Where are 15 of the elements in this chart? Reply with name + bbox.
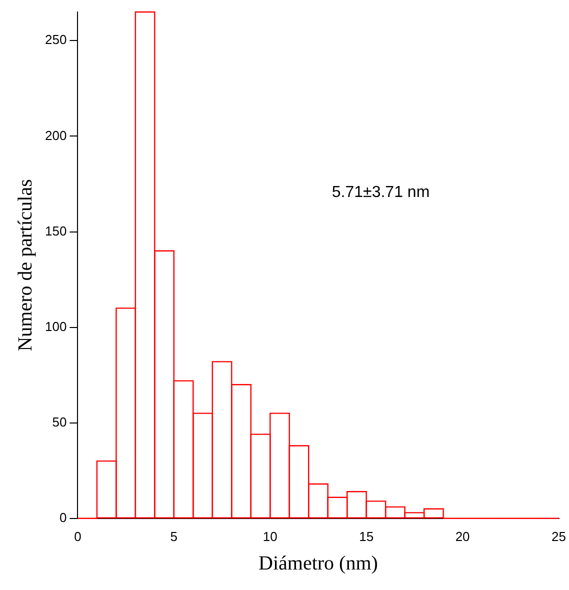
y-tick-label: 100 bbox=[44, 318, 67, 334]
x-tick-label: 10 bbox=[262, 528, 278, 544]
y-tick-label: 200 bbox=[44, 128, 67, 143]
y-axis-title: Numero de partículas bbox=[14, 178, 36, 352]
annotation: 5.71±3.71 nm bbox=[332, 184, 430, 201]
y-tick-label: 150 bbox=[44, 223, 67, 238]
y-tick-label: 50 bbox=[52, 414, 67, 430]
x-tick-label: 15 bbox=[359, 528, 374, 544]
x-tick-label: 25 bbox=[552, 528, 566, 544]
x-tick-label: 20 bbox=[455, 528, 470, 544]
x-axis-title: Diámetro (nm) bbox=[258, 552, 378, 574]
y-tick-label: 0 bbox=[59, 510, 67, 525]
x-tick-label: 0 bbox=[74, 528, 82, 544]
x-tick-label: 5 bbox=[170, 528, 178, 544]
y-tick-label: 250 bbox=[44, 32, 67, 48]
